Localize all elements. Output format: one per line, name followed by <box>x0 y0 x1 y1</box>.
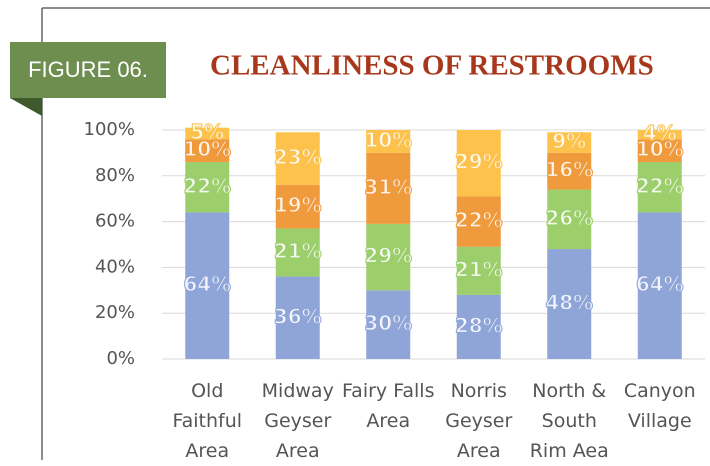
value-label: 10% <box>636 137 684 161</box>
bar-segment <box>547 132 592 153</box>
x-tick-label: Canyon Village <box>623 380 696 432</box>
value-label: 36% <box>274 304 322 328</box>
bar-segment <box>456 294 501 359</box>
value-label: 31% <box>364 175 412 199</box>
y-tick-label: 40% <box>95 256 135 277</box>
value-label: 19% <box>274 193 322 217</box>
bar-segment <box>456 246 501 295</box>
value-label: 29% <box>455 150 503 174</box>
badge <box>10 42 166 98</box>
bar-segment <box>185 162 230 213</box>
y-tick-label: 60% <box>95 211 135 232</box>
bar-segment <box>456 130 501 197</box>
bar-segment <box>637 130 682 140</box>
value-label: 28% <box>455 313 503 337</box>
value-label: 64% <box>636 272 684 296</box>
bar-segment <box>366 223 411 291</box>
y-tick-label: 100% <box>84 119 135 140</box>
value-label: 23% <box>274 145 322 169</box>
bar-segment <box>637 139 682 163</box>
x-tick-label: North & South Rim Aea <box>529 380 609 462</box>
bar-segment <box>275 228 320 277</box>
value-label: 22% <box>636 174 684 198</box>
value-label: 64% <box>183 272 231 296</box>
bar-segment <box>547 152 592 190</box>
value-label: 16% <box>545 158 593 182</box>
bar-segment <box>275 276 320 359</box>
value-label: 22% <box>455 208 503 232</box>
value-label: 10% <box>183 137 231 161</box>
value-label: 4% <box>643 121 677 145</box>
value-label: 26% <box>545 206 593 230</box>
y-tick-label: 20% <box>95 302 135 323</box>
bar-segment <box>547 249 592 359</box>
bar-segment <box>185 212 230 359</box>
x-tick-label: Midway Geyser Area <box>261 380 334 462</box>
x-tick-label: Old Faithful Area <box>172 380 243 462</box>
y-tick-label: 80% <box>95 165 135 186</box>
value-label: 10% <box>364 128 412 152</box>
badge-text: FIGURE 06. <box>28 57 148 82</box>
value-label: 30% <box>364 311 412 335</box>
badge-fold <box>10 98 42 116</box>
y-tick-label: 0% <box>106 348 135 369</box>
bar-segment <box>456 196 501 247</box>
bar-segment <box>366 130 411 153</box>
bar-segment <box>637 162 682 213</box>
bar-segment <box>275 184 320 229</box>
bar-segment <box>547 189 592 250</box>
value-label: 21% <box>274 239 322 263</box>
value-label: 21% <box>455 257 503 281</box>
value-label: 22% <box>183 174 231 198</box>
bar-segment <box>185 127 230 140</box>
value-label: 9% <box>552 129 586 153</box>
x-tick-label: Norris Geyser Area <box>445 380 513 462</box>
x-tick-label: Fairy Falls Area <box>342 380 435 432</box>
bar-segment <box>275 132 320 185</box>
value-label: 29% <box>364 244 412 268</box>
bar-segment <box>637 212 682 359</box>
bar-segment <box>366 290 411 359</box>
bar-segment <box>185 139 230 163</box>
chart-title: CLEANLINESS OF RESTROOMS <box>210 50 654 82</box>
bar-segment <box>366 152 411 224</box>
value-label: 5% <box>190 120 224 144</box>
value-label: 48% <box>545 291 593 315</box>
